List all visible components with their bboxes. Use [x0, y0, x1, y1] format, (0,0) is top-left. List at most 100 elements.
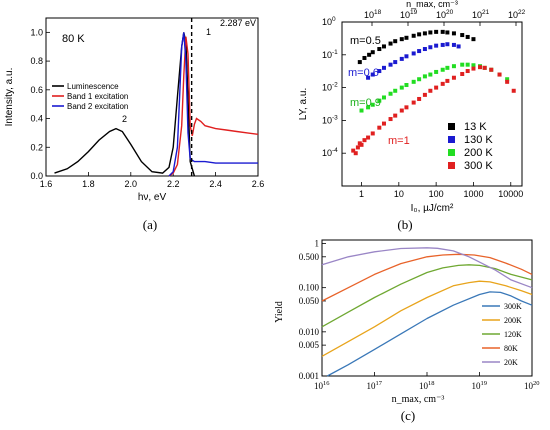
legend-label: 200K	[504, 316, 522, 325]
data-point-0	[381, 44, 386, 49]
panel-b: 1 10 100 1000 10000 100 10-1 10-2 10-3 10-4 1018 10…	[298, 0, 526, 214]
legend-label: 20K	[504, 358, 518, 367]
x-tick-label: 1	[359, 189, 364, 199]
data-point-3	[351, 148, 356, 153]
x-tick-label: 1019	[472, 380, 488, 391]
panel-b-ylabel: LY, a.u.	[298, 88, 309, 120]
data-point-3	[422, 92, 427, 97]
data-point-0	[362, 55, 367, 60]
data-point-3	[370, 131, 375, 136]
data-point-2	[366, 105, 371, 110]
series-line-2	[321, 264, 533, 328]
temperature-label: 80 K	[62, 33, 85, 45]
data-point-2	[377, 98, 382, 103]
data-point-0	[434, 29, 439, 34]
legend-label: 120K	[504, 330, 522, 339]
x-tick-label: 1.6	[40, 179, 53, 189]
data-point-2	[404, 83, 409, 88]
data-point-2	[434, 69, 439, 74]
data-point-2	[445, 65, 450, 70]
legend-label: 130 K	[464, 134, 493, 146]
data-point-0	[422, 31, 427, 36]
panel-c: 1016 1017 1018 1019 1020 1 0.500 0.100 0.050 0.01…	[274, 238, 540, 405]
data-point-2	[440, 67, 445, 72]
series-line-3	[321, 253, 533, 302]
legend-label: 200 K	[464, 147, 493, 159]
data-point-2	[411, 79, 416, 84]
data-point-3	[471, 66, 476, 71]
data-point-0	[411, 33, 416, 38]
x-tick-label: 2.0	[125, 179, 138, 189]
data-point-3	[399, 108, 404, 113]
x-tick-label: 2.2	[167, 179, 180, 189]
top-tick-label: 1022	[508, 9, 526, 20]
data-point-1	[377, 69, 382, 74]
data-point-3	[497, 72, 502, 77]
data-point-2	[359, 108, 364, 113]
data-point-1	[366, 75, 371, 80]
data-point-0	[399, 37, 404, 42]
series-line-1	[321, 280, 533, 357]
data-point-3	[451, 75, 456, 80]
legend-swatch	[448, 162, 455, 169]
legend-swatch	[448, 149, 455, 156]
data-point-0	[440, 29, 445, 34]
y-tick-label: 10-4	[322, 147, 338, 158]
y-tick-label: 0.4	[30, 114, 43, 124]
top-tick-label: 1020	[436, 9, 454, 20]
data-point-2	[370, 102, 375, 107]
series-line-1	[168, 36, 259, 177]
data-point-1	[404, 54, 409, 59]
data-point-0	[417, 32, 422, 37]
y-tick-label: 0.005	[299, 340, 320, 350]
data-point-0	[404, 35, 409, 40]
x-tick-label: 1000	[463, 189, 483, 199]
data-point-0	[388, 41, 393, 46]
data-point-0	[393, 39, 398, 44]
data-point-2	[381, 95, 386, 100]
legend-label: 300 K	[464, 160, 493, 172]
data-point-0	[357, 60, 362, 65]
data-point-1	[440, 42, 445, 47]
data-point-2	[451, 64, 456, 69]
y-tick-label: 0.050	[299, 296, 320, 306]
data-point-0	[471, 37, 476, 42]
caption-a: (a)	[143, 217, 157, 232]
panel-b-frame	[341, 21, 523, 187]
y-tick-label: 0.0	[30, 171, 43, 181]
y-tick-label: 0.2	[30, 142, 43, 152]
x-tick-label: 10000	[498, 189, 523, 199]
series-line-4	[321, 247, 533, 289]
y-tick-label: 10-3	[322, 114, 338, 125]
peak-1-label: 1	[206, 27, 211, 37]
caption-b: (b)	[397, 217, 412, 232]
data-point-3	[434, 85, 439, 90]
slope-label: m=0.9	[350, 97, 381, 109]
y-tick-label: 100	[322, 16, 336, 27]
panel-b-top-xlabel: n_max, cm⁻³	[406, 0, 458, 9]
y-tick-label: 10-2	[322, 82, 338, 93]
top-tick-label: 1021	[472, 9, 490, 20]
data-point-0	[460, 33, 465, 38]
y-tick-label: 0.001	[299, 371, 319, 381]
data-point-0	[465, 34, 470, 39]
data-point-1	[411, 51, 416, 56]
legend-swatch	[448, 136, 455, 143]
x-tick-label: 1020	[524, 380, 540, 391]
data-point-3	[482, 65, 487, 70]
data-point-0	[377, 47, 382, 52]
legend-label: 13 K	[464, 121, 487, 133]
data-point-3	[353, 151, 358, 156]
x-tick-label: 2.4	[209, 179, 222, 189]
data-point-1	[422, 47, 427, 52]
y-tick-label: 0.010	[299, 327, 320, 337]
edge-energy-label: 2.287 eV	[220, 18, 256, 28]
data-point-0	[445, 30, 450, 35]
legend-label: 300K	[504, 302, 522, 311]
data-point-1	[456, 44, 461, 49]
data-point-2	[393, 88, 398, 93]
data-point-1	[393, 60, 398, 65]
data-point-3	[377, 125, 382, 130]
y-tick-label: 1.0	[30, 27, 43, 37]
